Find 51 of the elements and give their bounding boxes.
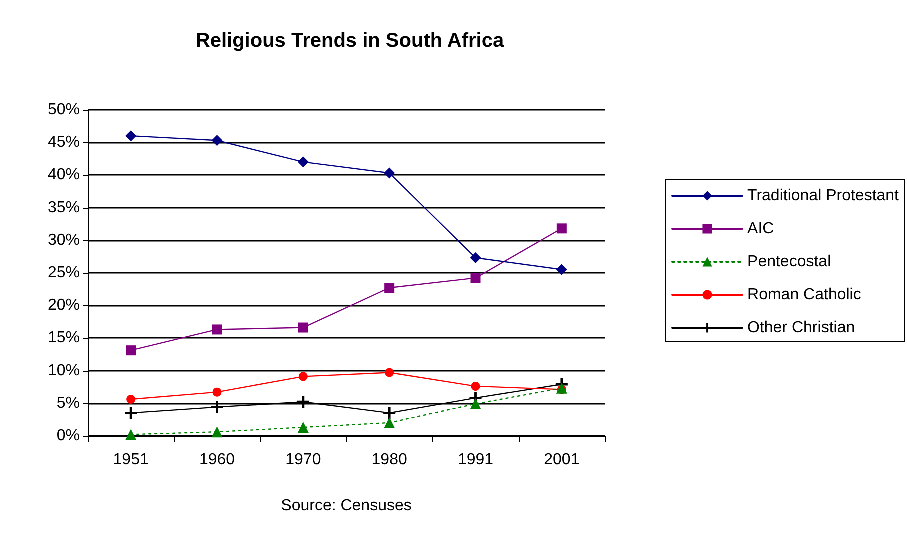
point — [298, 372, 308, 382]
chart-title: Religious Trends in South Africa — [196, 30, 505, 52]
point — [298, 156, 309, 168]
point — [298, 422, 309, 434]
point — [384, 168, 396, 179]
x-tick-label: 1951 — [113, 452, 149, 468]
point — [212, 324, 222, 335]
point — [126, 429, 137, 440]
y-tick-label: 40% — [48, 166, 80, 184]
point — [470, 273, 481, 284]
x-tick-label: 2001 — [544, 452, 580, 468]
x-tick-label: 1980 — [372, 452, 408, 468]
x-tick-label: 1991 — [458, 452, 494, 468]
point — [556, 382, 568, 394]
point — [384, 282, 395, 293]
x-tick-label: 1960 — [199, 452, 236, 468]
point — [126, 130, 137, 142]
y-tick-label: 5% — [56, 394, 80, 412]
legend-label: Traditional Protestant — [748, 188, 900, 204]
point — [384, 417, 396, 428]
point — [470, 252, 482, 264]
point — [384, 407, 396, 420]
y-tick-label: 30% — [48, 232, 80, 249]
point — [126, 346, 136, 356]
x-tick-label: 1970 — [286, 452, 322, 468]
point — [126, 394, 136, 404]
y-tick-label: 35% — [48, 199, 80, 216]
point — [385, 368, 394, 378]
y-tick-label: 0% — [56, 428, 80, 444]
y-tick-label: 50% — [48, 102, 80, 118]
legend-label: Roman Catholic — [748, 286, 862, 304]
point — [212, 388, 222, 397]
point — [211, 401, 224, 414]
y-tick-label: 45% — [48, 134, 80, 152]
point — [125, 407, 138, 420]
point — [212, 135, 223, 146]
y-tick-label: 10% — [48, 362, 80, 380]
point — [212, 426, 223, 438]
point — [298, 322, 308, 333]
legend-label: Pentecostal — [748, 254, 832, 270]
y-tick-label: 15% — [48, 330, 80, 347]
point — [471, 382, 480, 391]
x-axis-title: Source: Censuses — [281, 498, 412, 514]
point — [556, 264, 568, 276]
y-tick-label: 25% — [48, 264, 80, 282]
point — [556, 224, 567, 234]
legend-label: Other Christian — [748, 320, 856, 336]
point — [297, 396, 310, 408]
legend-label: AIC — [748, 220, 774, 238]
point — [470, 398, 482, 410]
y-tick-label: 20% — [48, 297, 80, 314]
